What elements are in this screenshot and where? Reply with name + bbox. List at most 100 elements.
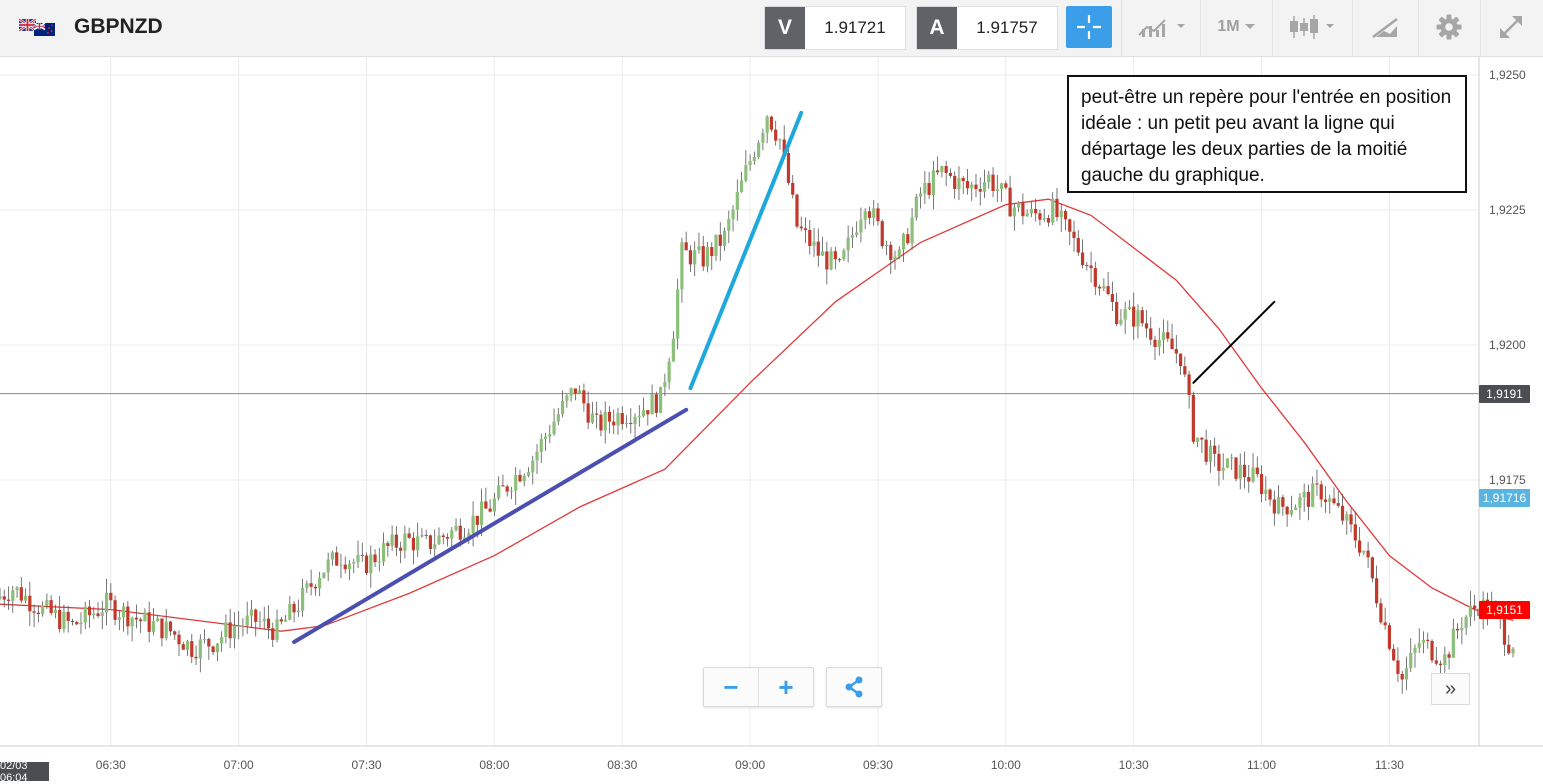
bullish-candle [121, 602, 126, 632]
candle-body [151, 621, 156, 632]
bearish-candle [654, 391, 658, 418]
bearish-candle [411, 532, 416, 565]
candle-body [1068, 219, 1072, 232]
y-tick-label: 1,9225 [1489, 203, 1526, 217]
candle-body [15, 587, 19, 591]
bearish-candle [1204, 429, 1208, 465]
candle-body [573, 388, 577, 394]
toolbar-divider [1272, 0, 1273, 56]
candle-body [1225, 458, 1230, 468]
candle-body [731, 209, 735, 220]
bullish-candle [301, 578, 305, 617]
candle-body [1208, 445, 1213, 462]
bullish-candle [765, 115, 769, 144]
candle-body [1468, 605, 1472, 617]
candle-body [1029, 208, 1034, 214]
bearish-candle [586, 391, 590, 430]
candle-body [808, 229, 812, 246]
sell-price: 1.91721 [824, 18, 886, 37]
bullish-candle [697, 232, 701, 254]
bullish-candle [842, 248, 846, 262]
candle-body [1434, 660, 1438, 664]
zoom-in-button[interactable]: + [758, 668, 813, 706]
candle-body [1456, 628, 1460, 631]
bearish-candle [1021, 193, 1025, 225]
bearish-candle [1144, 309, 1149, 338]
crosshair-button[interactable] [1066, 6, 1112, 48]
candle-body [1140, 310, 1144, 324]
bearish-candle [335, 546, 339, 567]
candle-body [458, 525, 462, 540]
bullish-candle [420, 528, 424, 538]
bullish-candle [1413, 644, 1417, 668]
zoom-out-button[interactable]: − [723, 671, 739, 702]
sell-price-button[interactable]: V 1.91721 [764, 6, 906, 50]
sell-tag: V [765, 7, 805, 49]
bullish-candle [164, 608, 168, 641]
candle-body [1178, 353, 1183, 367]
expand-button[interactable] [1488, 6, 1534, 48]
bullish-candle [659, 386, 663, 414]
bullish-candle [829, 247, 833, 271]
candle-body [1230, 457, 1234, 459]
candle-body [590, 413, 595, 423]
bullish-candle [45, 593, 49, 609]
bullish-candle [543, 432, 548, 451]
bearish-candle [1426, 632, 1430, 649]
x-tick-label: 08:00 [479, 758, 509, 772]
bearish-candle [181, 641, 185, 650]
scroll-to-latest-button[interactable]: » [1431, 673, 1470, 705]
candle-body [113, 600, 117, 620]
bearish-candle [646, 409, 650, 426]
bearish-candle [1063, 209, 1068, 231]
candle-body [279, 619, 283, 622]
candle-body [467, 533, 471, 538]
timeframe-button[interactable]: 1M [1208, 6, 1266, 48]
buy-price-button[interactable]: A 1.91757 [916, 6, 1058, 50]
chevron-down-icon [1244, 24, 1255, 29]
bullish-candle [1468, 590, 1472, 627]
candle-body [701, 246, 705, 267]
bullish-candle [556, 407, 560, 425]
bearish-candle [139, 617, 143, 634]
bullish-candle [548, 424, 552, 444]
candle-body [160, 618, 164, 639]
candle-body [659, 386, 663, 413]
bearish-candle [961, 175, 965, 195]
bearish-candle [1106, 271, 1110, 296]
candle-body [1217, 453, 1221, 471]
candle-body [1311, 483, 1315, 507]
share-button[interactable] [827, 668, 881, 706]
candle-body [202, 638, 207, 640]
bullish-candle [910, 208, 914, 250]
gbp-nzd-flag-icon [19, 19, 55, 36]
chart-type-button[interactable] [1280, 6, 1346, 48]
candle-body [1221, 467, 1225, 471]
candle-body [66, 611, 70, 621]
buy-tag: A [917, 7, 957, 49]
bullish-candle [1161, 319, 1166, 354]
candle-body [335, 552, 339, 566]
candle-body [1268, 489, 1272, 500]
settings-button[interactable] [1426, 6, 1472, 48]
bullish-candle [1421, 631, 1426, 654]
bullish-candle [433, 529, 437, 562]
candle-body [1196, 437, 1200, 442]
candle-body [1349, 514, 1353, 525]
drawing-tool-button[interactable] [1360, 6, 1410, 48]
candle-body [79, 622, 83, 625]
candle-body [923, 183, 927, 194]
bearish-candle [147, 601, 151, 643]
candle-body [1242, 464, 1247, 478]
bearish-candle [360, 542, 364, 562]
bullish-candle [526, 467, 531, 478]
candle-body [782, 139, 786, 154]
candle-body [1166, 332, 1170, 339]
bearish-candle [1456, 623, 1460, 640]
annotation-note[interactable]: peut-être un repère pour l'entrée en pos… [1067, 75, 1467, 193]
bearish-candle [1400, 670, 1404, 694]
bearish-candle [991, 167, 995, 198]
price-chart[interactable]: 06:30 07:00 07:30 08:00 08:30 09:00 09:30 10:00… [0, 57, 1543, 781]
bearish-candle [58, 595, 62, 633]
indicator-button[interactable] [1130, 6, 1194, 48]
